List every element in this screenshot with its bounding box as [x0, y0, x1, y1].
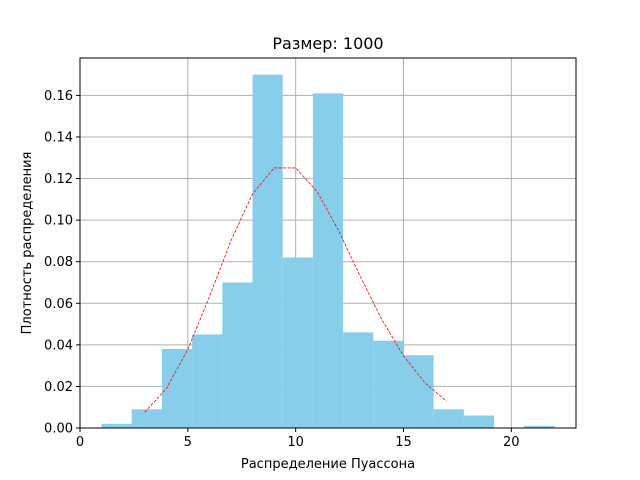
y-tick-label: 0.16	[44, 89, 73, 104]
x-tick-label: 15	[395, 435, 412, 450]
x-tick-label: 10	[287, 435, 304, 450]
y-tick-label: 0.04	[44, 338, 73, 353]
histogram-bar	[252, 74, 283, 428]
histogram-bar	[222, 282, 253, 428]
axis-tick-labels: 0 5 10 15 20 0.00 0.02 0.04 0.06 0.08 0.10 0.12 0.14…	[44, 89, 520, 450]
density-line	[144, 167, 447, 413]
x-tick-label: 0	[76, 435, 84, 450]
histogram-bar	[373, 340, 404, 428]
x-tick-label: 20	[503, 435, 520, 450]
histogram-bar	[463, 415, 495, 428]
y-tick-label: 0.08	[44, 255, 73, 270]
y-tick-label: 0.10	[44, 214, 73, 229]
histogram-bar	[433, 409, 464, 428]
y-tick-label: 0.14	[44, 130, 73, 145]
histogram-bar	[403, 355, 434, 428]
histogram-bar	[101, 423, 132, 428]
y-tick-label: 0.12	[44, 172, 73, 187]
histogram-bar	[312, 93, 344, 428]
y-axis-label: Плотность распределения	[20, 152, 35, 335]
histogram-bar	[282, 257, 313, 428]
histogram-bar	[161, 349, 193, 428]
x-axis-label: Распределение Пуассона	[241, 457, 415, 472]
histogram-bar	[343, 332, 374, 428]
histogram-bar	[524, 425, 555, 428]
histogram-bar	[131, 409, 162, 428]
axis-ticks	[76, 94, 512, 432]
plot-frame	[79, 57, 577, 429]
histogram-bar	[192, 334, 223, 428]
x-tick-label: 5	[184, 435, 192, 450]
y-tick-label: 0.00	[44, 422, 73, 437]
y-tick-label: 0.02	[44, 380, 73, 395]
chart-title: Размер: 1000	[272, 34, 383, 53]
y-tick-label: 0.06	[44, 297, 73, 312]
density-line-layer	[144, 167, 447, 413]
histogram-bars	[101, 74, 555, 428]
